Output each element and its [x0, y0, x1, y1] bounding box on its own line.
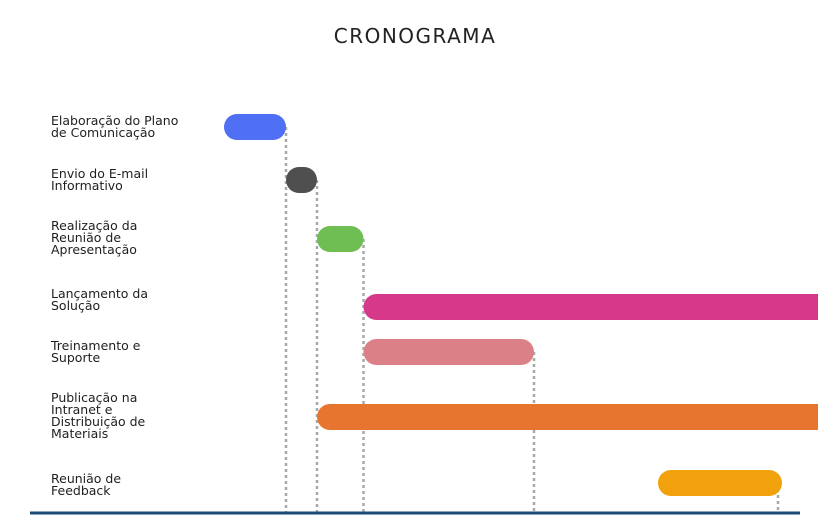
task-label-feedback: Reunião de Feedback [51, 471, 122, 498]
task-label-publicacao: Publicação na Intranet e Distribuição de… [51, 390, 146, 441]
task-label-treinamento: Treinamento e Suporte [51, 338, 141, 365]
task-label-plano: Elaboração do Plano de Comunicação [51, 113, 179, 140]
task-label-lancamento: Lançamento da Solução [51, 286, 148, 313]
task-bar [363, 294, 818, 320]
task-label-email: Envio do E-mail Informativo [51, 166, 149, 193]
task-bar [224, 114, 286, 140]
chart-title: CRONOGRAMA [333, 24, 497, 48]
task-bar [363, 339, 534, 365]
task-bar [317, 404, 818, 430]
task-label-reuniao-apresentacao: Realização da Reunião de Apresentação [51, 218, 138, 257]
task-bar [286, 167, 317, 193]
task-bar [658, 470, 782, 496]
task-bar [317, 226, 364, 252]
